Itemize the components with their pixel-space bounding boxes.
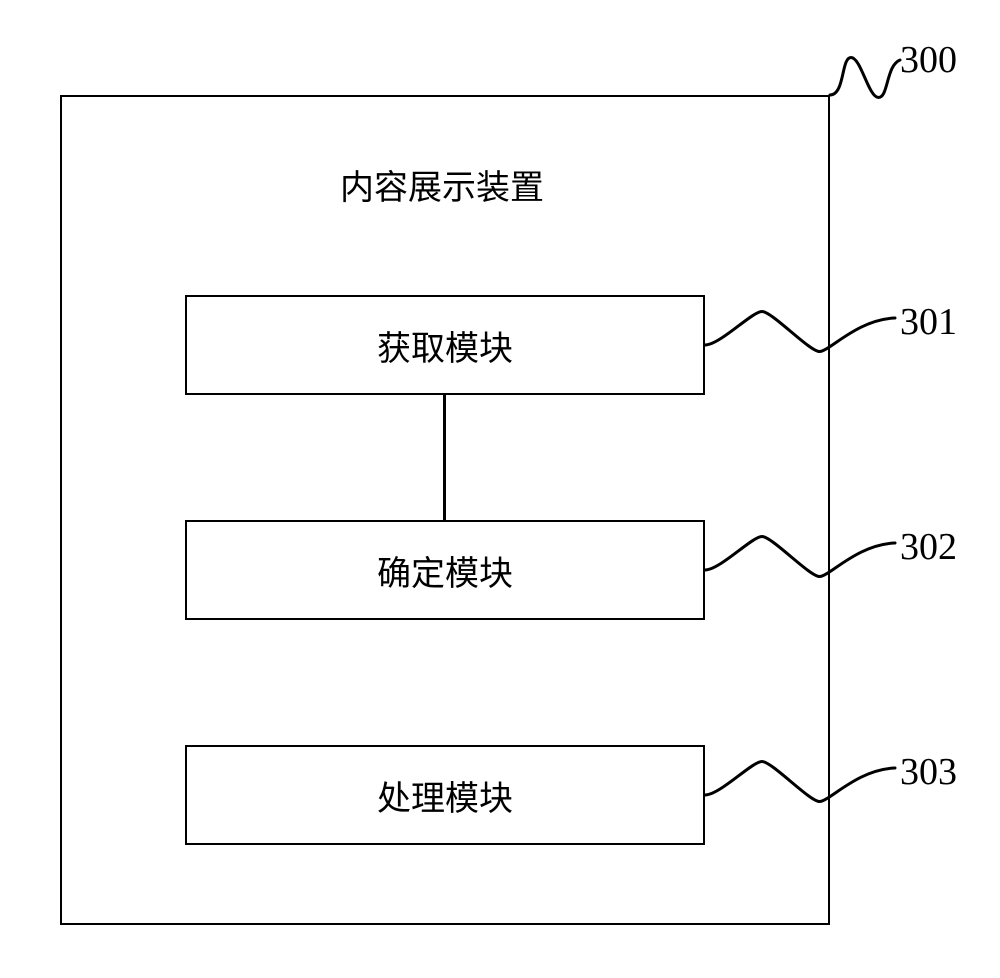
block-process-ref-number: 303 <box>900 750 957 794</box>
block-process: 处理模块 <box>185 745 705 845</box>
block-process-label: 处理模块 <box>377 771 513 820</box>
outer-ref-number: 300 <box>900 38 957 82</box>
block-acquire: 获取模块 <box>185 295 705 395</box>
block-determine-ref-number: 302 <box>900 525 957 569</box>
block-acquire-label: 获取模块 <box>377 321 513 370</box>
block-determine: 确定模块 <box>185 520 705 620</box>
block-determine-ref-connector <box>705 518 899 595</box>
outer-container-title: 内容展示装置 <box>340 160 544 209</box>
block-process-ref-connector <box>705 743 899 820</box>
block-acquire-ref-number: 301 <box>900 300 957 344</box>
block-acquire-ref-connector <box>705 293 899 370</box>
outer-ref-connector <box>830 35 904 120</box>
block-determine-label: 确定模块 <box>377 546 513 595</box>
connector-acquire-determine <box>443 395 446 520</box>
diagram-canvas: 内容展示装置 300 获取模块 301 确定模块 302 处理模块 303 <box>0 0 1000 978</box>
